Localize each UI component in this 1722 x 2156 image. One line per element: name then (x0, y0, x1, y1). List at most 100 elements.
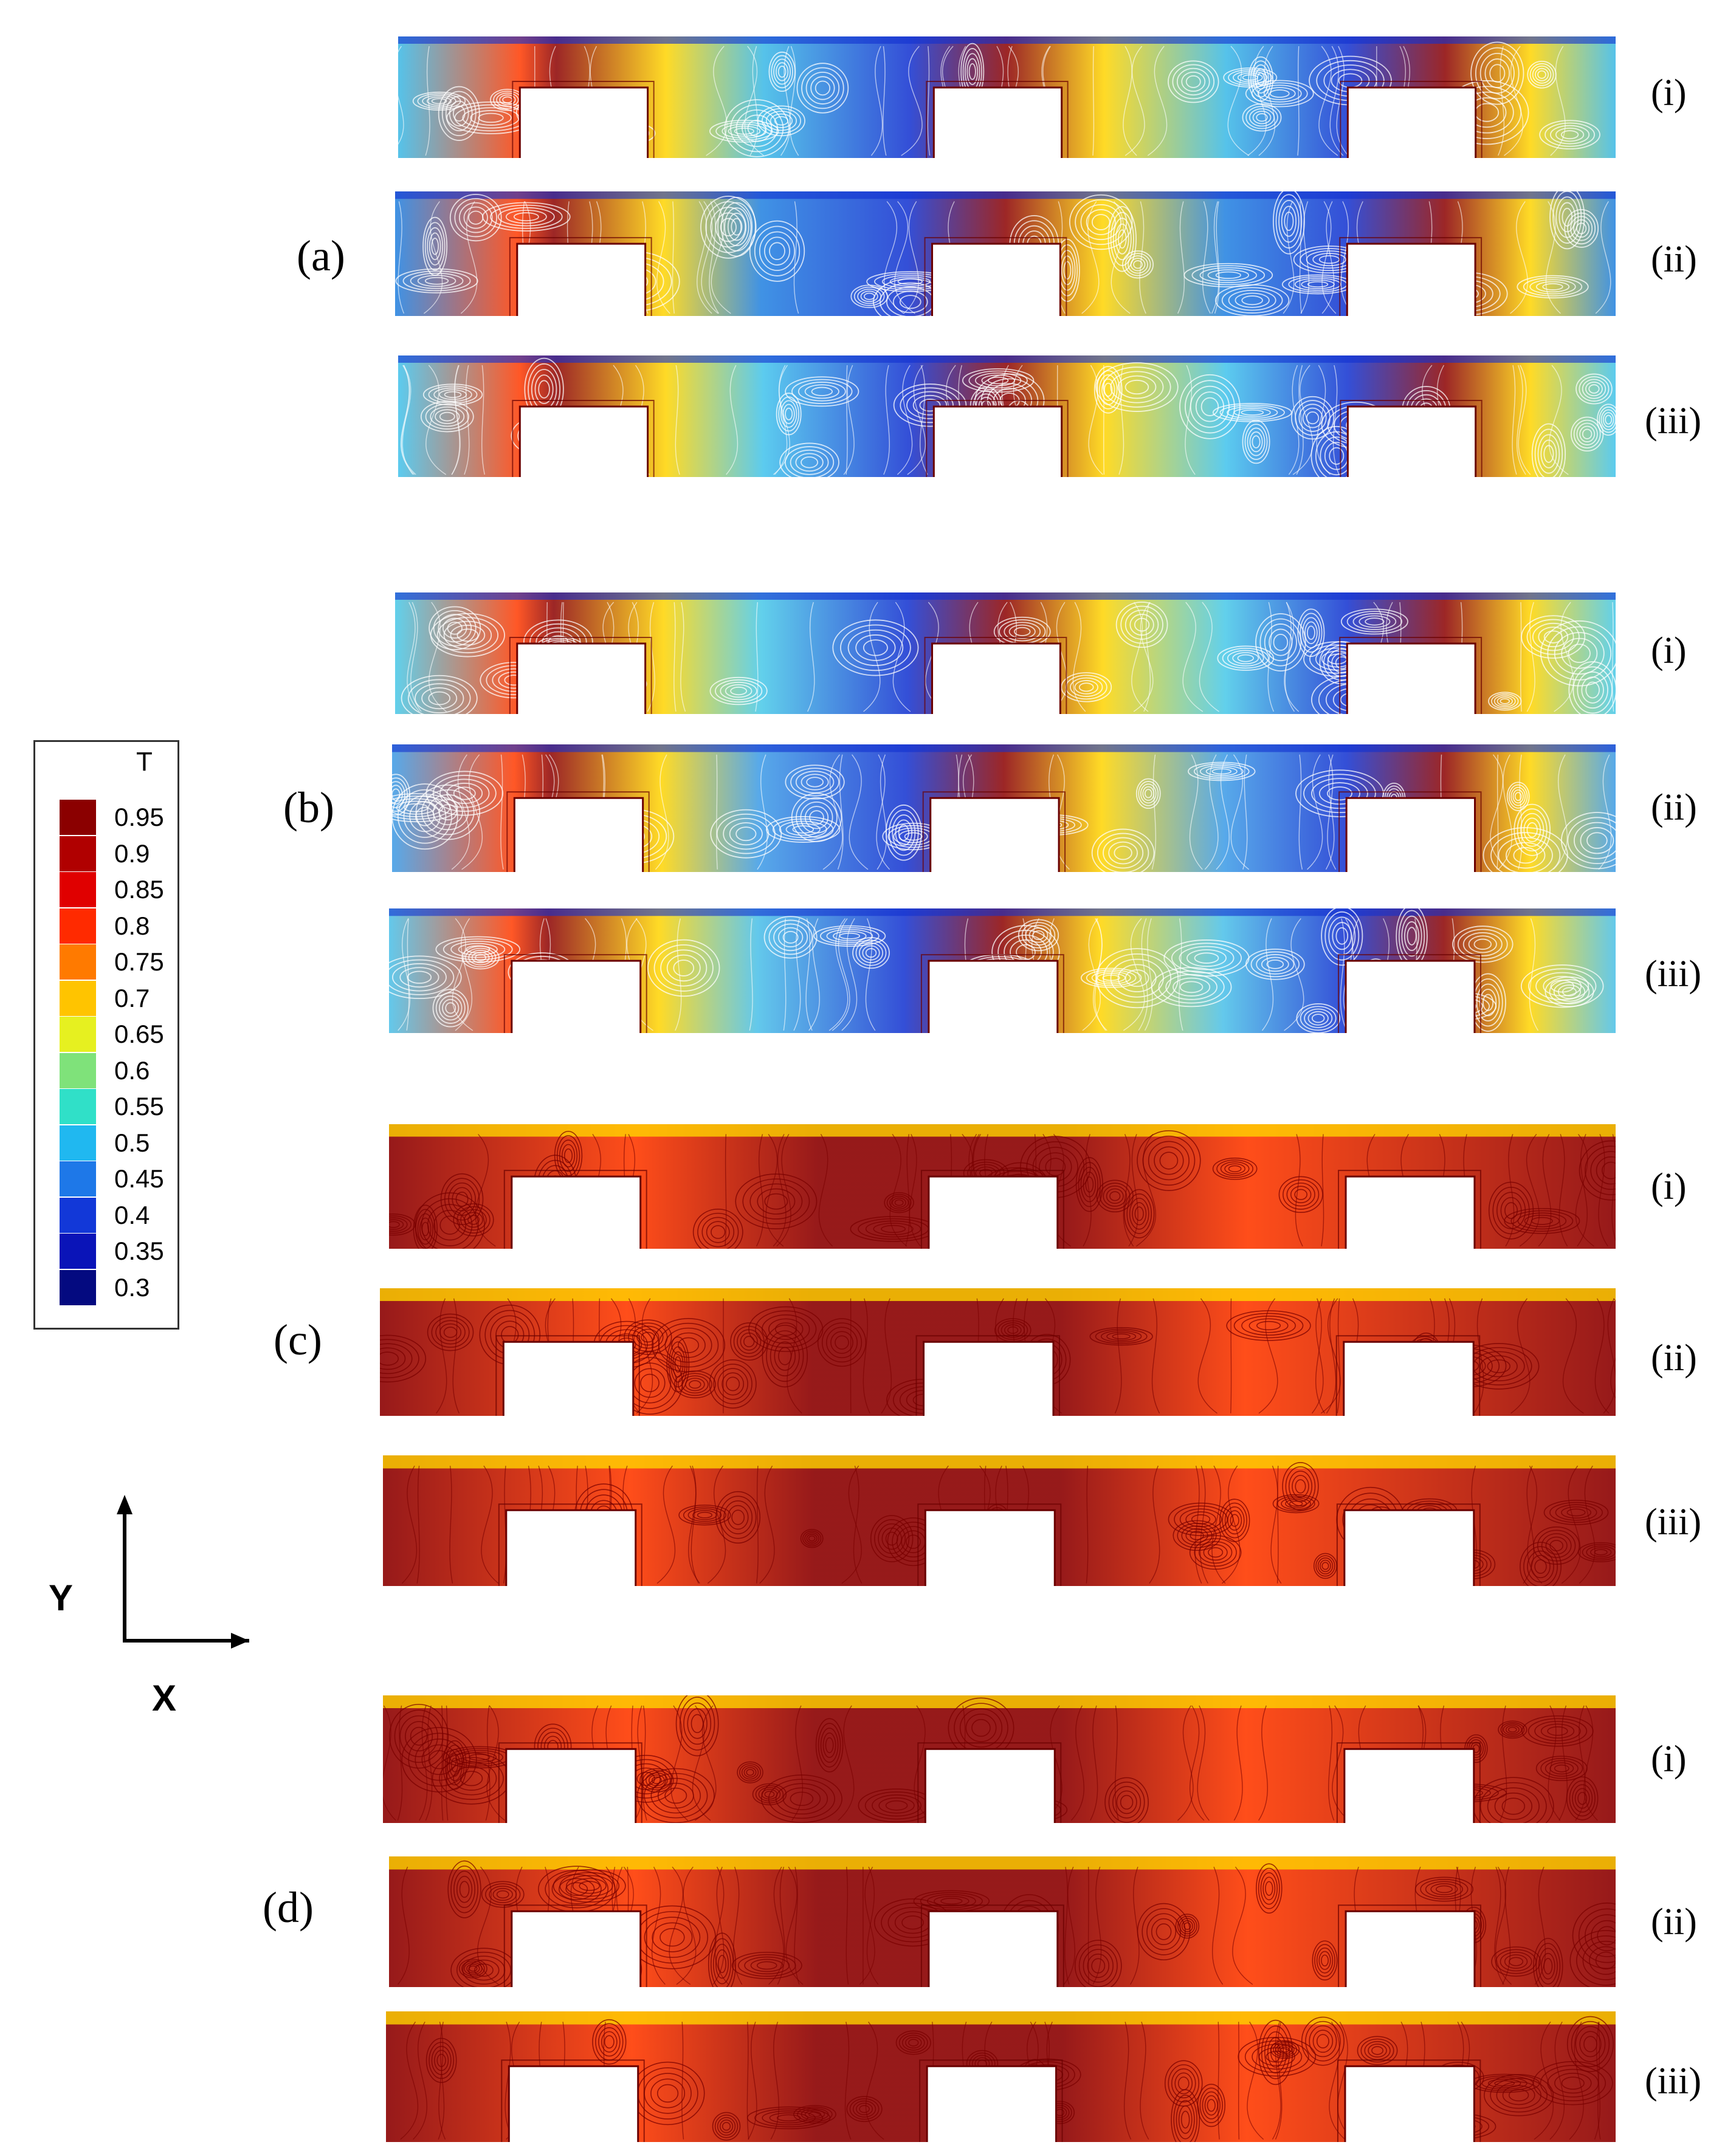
streamline (1309, 2025, 1337, 2058)
streamline (1139, 201, 1146, 314)
streamline (1211, 201, 1219, 314)
fin-outline (924, 237, 1067, 316)
streamline (1317, 1557, 1334, 1574)
streamline (1174, 2072, 1193, 2095)
streamline (1124, 253, 1151, 276)
panel-a-i (398, 36, 1616, 158)
streamline (768, 1318, 804, 1340)
fin-outline (511, 1175, 642, 1249)
streamline (1538, 1948, 1558, 1985)
streamline (1083, 1134, 1092, 1247)
streamline (429, 2042, 455, 2079)
streamline (499, 94, 516, 106)
streamline (1501, 1797, 1526, 1815)
streamline (398, 46, 404, 145)
streamline (1518, 754, 1523, 870)
streamline (1554, 632, 1605, 675)
streamline (692, 1705, 711, 1821)
streamline (1588, 384, 1600, 394)
streamline (1479, 52, 1515, 94)
streamline (1534, 2021, 1554, 2140)
streamline (513, 212, 539, 222)
streamline (1479, 1355, 1518, 1378)
streamline (1320, 1298, 1341, 1414)
streamline (1572, 1902, 1616, 1969)
streamline (1096, 1179, 1134, 1213)
streamline (1490, 693, 1519, 709)
streamline-plot-a-ii (395, 191, 1616, 316)
streamline (1435, 1885, 1453, 1893)
streamline (826, 1327, 858, 1359)
fin-block (934, 88, 1062, 158)
streamline (776, 1134, 791, 1247)
streamline (1179, 918, 1183, 1031)
fin-outline (924, 1509, 1056, 1586)
fin-outline (503, 1170, 647, 1249)
streamline (1197, 1705, 1210, 1821)
streamline (1101, 1330, 1142, 1343)
streamline (1075, 199, 1128, 245)
streamline (1078, 1944, 1118, 1987)
streamline (1216, 754, 1230, 870)
legend-swatch (60, 980, 96, 1016)
streamline (1314, 1944, 1335, 1977)
fin-outline (1336, 1742, 1481, 1823)
streamline (1538, 1134, 1552, 1247)
streamline (1496, 2081, 1541, 2109)
streamline (398, 201, 405, 314)
streamline (1561, 637, 1598, 669)
legend-label: 0.95 (114, 803, 164, 831)
streamline (732, 1866, 743, 1985)
streamline (1329, 46, 1344, 156)
fin-block (1346, 1176, 1475, 1249)
streamline-plot-c-i (389, 1124, 1616, 1249)
streamline (825, 1737, 834, 1754)
streamline (1550, 125, 1590, 145)
streamline (1541, 1952, 1555, 1980)
fin-outline (920, 1904, 1064, 1987)
streamline (1215, 271, 1241, 280)
streamline (1069, 194, 1133, 250)
streamline (737, 1761, 763, 1784)
streamline (1582, 1940, 1616, 1980)
streamline (485, 1883, 521, 1906)
fin-block (930, 798, 1059, 872)
streamline (1571, 2020, 1610, 2067)
row-label-c-i: (i) (1651, 1166, 1687, 1207)
streamline (1493, 695, 1516, 708)
streamline (443, 1740, 467, 1790)
streamline (1534, 1866, 1546, 1985)
streamline (1576, 422, 1598, 445)
streamline (777, 66, 787, 78)
streamline (720, 681, 757, 701)
streamline (766, 1330, 804, 1382)
row-label-a-i: (i) (1651, 72, 1687, 114)
streamline (968, 63, 976, 80)
streamline (817, 1318, 867, 1367)
streamline (1554, 602, 1574, 712)
streamline (475, 953, 486, 961)
streamline (717, 1368, 748, 1400)
streamline (415, 1209, 436, 1249)
streamline (1611, 602, 1614, 712)
streamline (538, 380, 550, 399)
streamline (1283, 201, 1295, 314)
fin-outline (518, 86, 649, 158)
streamline (793, 2105, 836, 2124)
streamline (1182, 602, 1204, 712)
streamline (809, 810, 824, 825)
streamline (719, 1495, 757, 1539)
streamline (380, 1343, 413, 1375)
streamline (1112, 1333, 1131, 1340)
streamline (1547, 626, 1612, 681)
streamline (754, 2108, 824, 2127)
streamline (710, 1938, 734, 1987)
streamline (838, 1705, 855, 1821)
streamline (656, 1465, 676, 1584)
streamline (1529, 63, 1554, 86)
streamline (1224, 1163, 1246, 1175)
streamline (410, 602, 422, 712)
streamline (1265, 1881, 1273, 1896)
streamline (1176, 67, 1210, 96)
streamline (808, 918, 820, 1031)
